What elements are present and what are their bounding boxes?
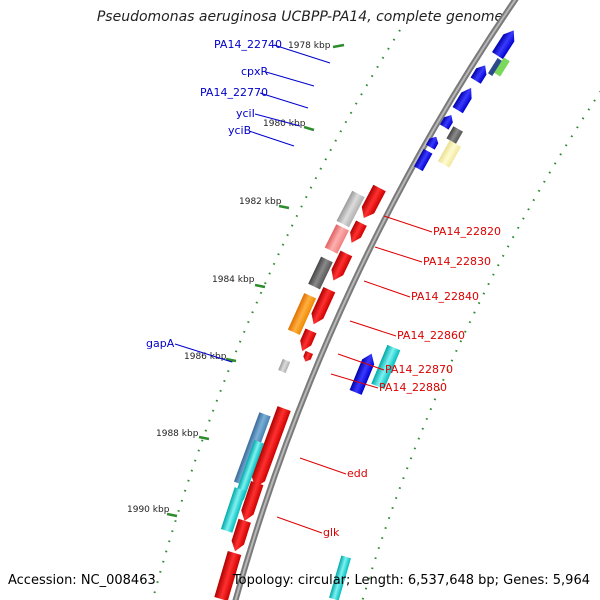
gene-label-PA14_22860[interactable]: PA14_22860 bbox=[397, 329, 465, 342]
gene-yciI-dark[interactable] bbox=[446, 126, 463, 144]
genome-summary-text: Topology: circular; Length: 6,537,648 bp… bbox=[232, 573, 590, 588]
tick-1984: 1984 kbp bbox=[212, 275, 266, 289]
tick-1988: 1988 kbp bbox=[156, 429, 210, 441]
inner-guide-ring bbox=[361, 90, 600, 600]
gene-yciB-yellow[interactable] bbox=[437, 140, 462, 168]
backbone-line bbox=[234, 0, 517, 600]
accession-text: Accession: NC_008463 bbox=[8, 573, 156, 588]
gene-label-PA14_22880[interactable]: PA14_22880 bbox=[379, 381, 447, 394]
gene-PA14_22840-dark[interactable] bbox=[308, 256, 333, 290]
gene-label-PA14_22870[interactable]: PA14_22870 bbox=[385, 363, 453, 376]
gene-red-small[interactable] bbox=[302, 350, 314, 363]
gene-PA14_22830-pink[interactable] bbox=[324, 224, 349, 254]
gene-PA14_22870-red[interactable] bbox=[297, 328, 317, 354]
gene-blue-1[interactable] bbox=[492, 27, 519, 60]
genome-title: Pseudomonas aeruginosa UCBPP-PA14, compl… bbox=[96, 9, 504, 25]
gene-label-PA14_22740[interactable]: PA14_22740 bbox=[214, 38, 282, 51]
tick-label: 1986 kbp bbox=[184, 352, 227, 362]
gene-PA14_22880-gray[interactable] bbox=[278, 358, 291, 374]
gene-cyan-bottom[interactable] bbox=[329, 555, 351, 600]
tick-label: 1990 kbp bbox=[127, 505, 170, 515]
outer-guide-ring bbox=[151, 29, 401, 600]
gene-yciB-blue[interactable] bbox=[425, 134, 441, 150]
gene-PA14_22770-blue[interactable] bbox=[452, 85, 477, 114]
gene-gapA-blue[interactable] bbox=[349, 351, 378, 395]
gene-PA14_22820-red[interactable] bbox=[358, 184, 386, 222]
gene-edd-red[interactable] bbox=[249, 406, 291, 490]
gene-label-edd[interactable]: edd bbox=[347, 467, 368, 480]
gene-PA14_22840-red[interactable] bbox=[328, 250, 353, 284]
tick-1978: 1978 kbp bbox=[288, 41, 345, 51]
guide-rings bbox=[151, 29, 600, 600]
gene-PA14_22860-orange[interactable] bbox=[287, 293, 317, 335]
gene-PA14_22830-red[interactable] bbox=[346, 220, 367, 245]
gene-blue-2[interactable] bbox=[470, 62, 491, 84]
tick-label: 1978 kbp bbox=[288, 41, 331, 51]
gene-label-gapA[interactable]: gapA bbox=[146, 337, 175, 350]
tick-1990: 1990 kbp bbox=[127, 505, 178, 518]
tick-label: 1982 kbp bbox=[239, 197, 282, 207]
gene-label-yciB[interactable]: yciB bbox=[228, 124, 251, 137]
gene-cpxR-dark[interactable] bbox=[488, 58, 502, 76]
gene-cpxR-green[interactable] bbox=[494, 57, 510, 77]
gene-label-PA14_22820[interactable]: PA14_22820 bbox=[433, 225, 501, 238]
gene-blue-3[interactable] bbox=[413, 148, 433, 172]
gene-features[interactable] bbox=[214, 27, 519, 600]
gene-glk-red-1[interactable] bbox=[238, 480, 264, 523]
gene-label-PA14_22770[interactable]: PA14_22770 bbox=[200, 86, 268, 99]
tick-label: 1988 kbp bbox=[156, 429, 199, 439]
reverse-gene-labels: PA14_22820 PA14_22830 PA14_22840 PA14_22… bbox=[276, 215, 501, 539]
gene-label-PA14_22830[interactable]: PA14_22830 bbox=[423, 255, 491, 268]
gene-gapA-cyan[interactable] bbox=[371, 344, 401, 390]
tick-label: 1984 kbp bbox=[212, 275, 255, 285]
gene-glk-cyan[interactable] bbox=[220, 487, 247, 533]
tick-1986: 1986 kbp bbox=[184, 352, 237, 363]
gene-label-glk[interactable]: glk bbox=[323, 526, 340, 539]
tick-1982: 1982 kbp bbox=[239, 197, 290, 210]
kbp-ticks: 1978 kbp 1980 kbp 1982 kbp 1984 kbp 1986… bbox=[127, 41, 345, 518]
gene-PA14_22820-gray[interactable] bbox=[336, 190, 365, 228]
gene-label-cpxR[interactable]: cpxR bbox=[241, 65, 269, 78]
gene-red-bottom[interactable] bbox=[214, 551, 242, 600]
gene-glk-red-2[interactable] bbox=[229, 518, 251, 553]
gene-edd-cyan[interactable] bbox=[234, 440, 264, 500]
forward-gene-labels: PA14_22740 cpxR PA14_22770 yciI yciB gap… bbox=[146, 38, 331, 363]
gene-PA14_22860-red[interactable] bbox=[308, 287, 336, 327]
tick-1980: 1980 kbp bbox=[263, 119, 315, 132]
gene-label-yciI[interactable]: yciI bbox=[236, 107, 255, 120]
gene-label-PA14_22840[interactable]: PA14_22840 bbox=[411, 290, 479, 303]
genome-backbone bbox=[232, 0, 519, 600]
gene-yciI-blue[interactable] bbox=[439, 112, 456, 130]
tick-label: 1980 kbp bbox=[263, 119, 306, 129]
